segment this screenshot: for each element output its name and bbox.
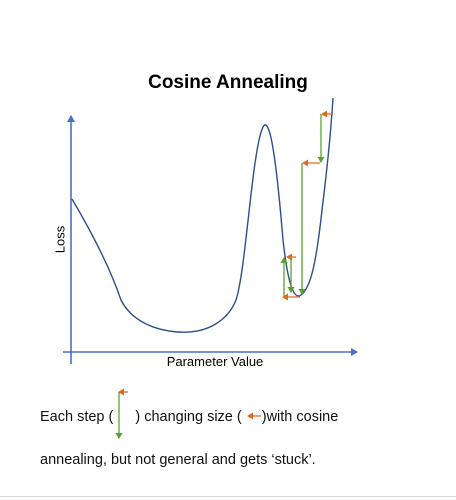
loss-curve [71, 97, 334, 333]
caption-part-2: ) changing size ( [135, 409, 242, 425]
caption-line-1: Each step ( ) changing size ( )with cosine [40, 409, 338, 425]
bottom-divider [0, 496, 456, 497]
caption-part-3: )with cosine [261, 409, 339, 425]
caption-part-1: Each step ( [40, 409, 114, 425]
y-axis-label: Loss [52, 225, 68, 254]
caption-line-2: annealing, but not general and gets ‘stu… [40, 452, 316, 468]
x-axis-label: Parameter Value [166, 354, 264, 369]
diagram-title: Cosine Annealing [148, 72, 308, 93]
